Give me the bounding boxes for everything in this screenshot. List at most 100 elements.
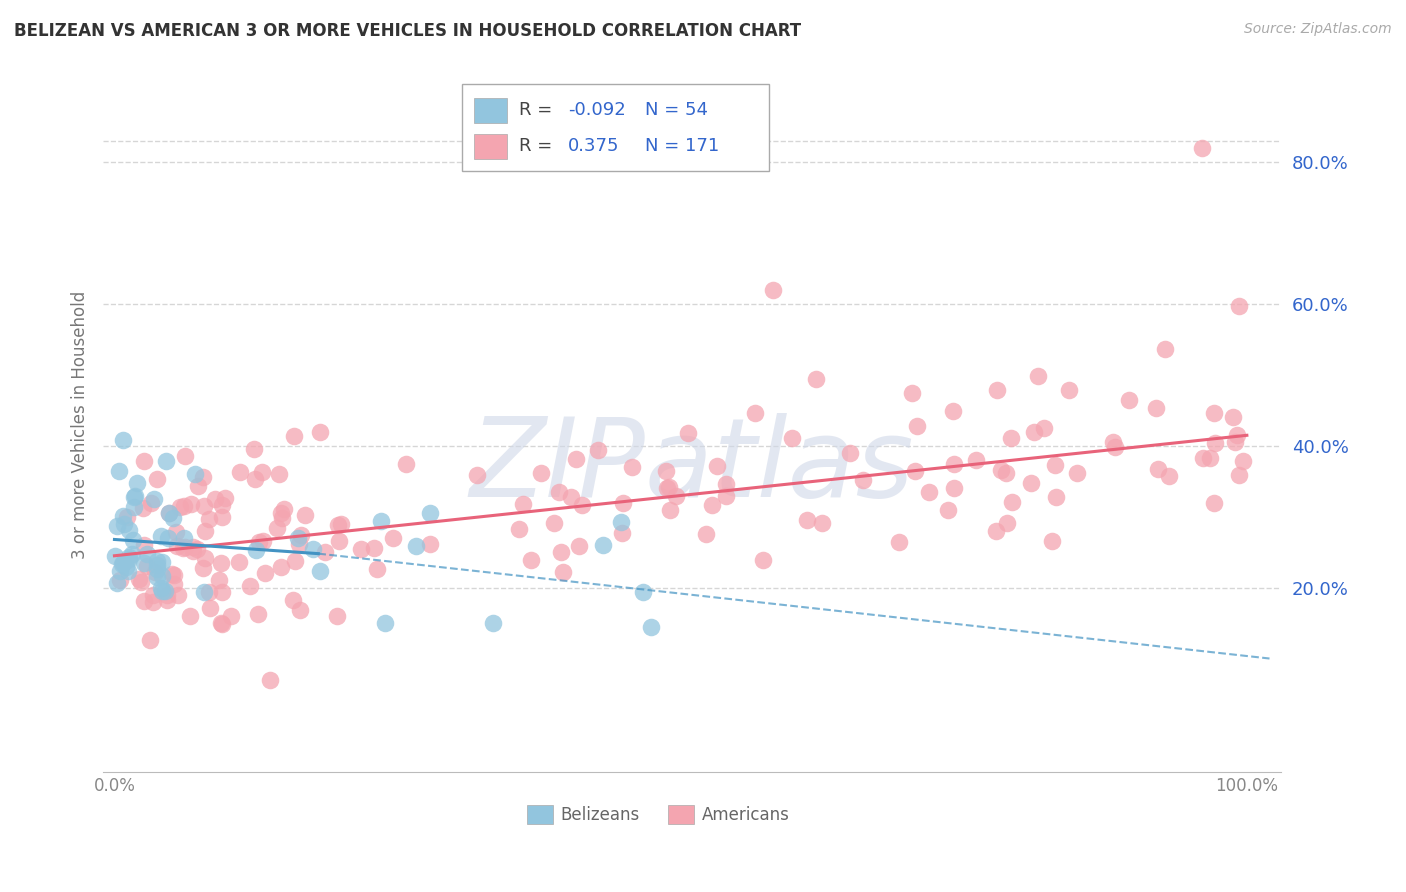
Point	[571, 498, 593, 512]
Point	[146, 558, 169, 572]
Point	[150, 529, 173, 543]
Point	[905, 418, 928, 433]
Point	[780, 431, 803, 445]
Point	[239, 579, 262, 593]
Point	[655, 481, 678, 495]
Point	[150, 584, 173, 599]
Point	[706, 458, 728, 473]
Text: R =: R =	[519, 137, 558, 155]
Point	[117, 564, 139, 578]
Point	[762, 283, 785, 297]
Point	[308, 565, 330, 579]
Point	[308, 425, 330, 440]
Point	[139, 496, 162, 510]
Point	[904, 464, 927, 478]
Point	[112, 517, 135, 532]
Point	[986, 524, 1008, 539]
Point	[211, 510, 233, 524]
Point	[1227, 468, 1250, 483]
Point	[588, 443, 610, 458]
Point	[118, 551, 141, 566]
Bar	[474, 98, 508, 122]
Point	[134, 538, 156, 552]
Point	[194, 551, 217, 566]
Point	[156, 593, 179, 607]
Point	[329, 516, 352, 531]
Point	[419, 537, 441, 551]
Point	[1223, 434, 1246, 449]
Point	[1147, 462, 1170, 476]
Text: Source: ZipAtlas.com: Source: ZipAtlas.com	[1244, 22, 1392, 37]
Point	[631, 585, 654, 599]
Point	[1066, 467, 1088, 481]
Point	[150, 555, 173, 569]
Point	[273, 501, 295, 516]
Point	[553, 565, 575, 579]
Point	[155, 454, 177, 468]
Point	[612, 496, 634, 510]
Point	[111, 509, 134, 524]
Point	[118, 550, 141, 565]
Point	[136, 547, 159, 561]
Text: -0.092: -0.092	[568, 101, 626, 119]
Point	[1202, 406, 1225, 420]
Point	[267, 467, 290, 482]
Point	[181, 540, 204, 554]
Point	[173, 450, 195, 464]
Point	[658, 480, 681, 494]
Point	[716, 490, 738, 504]
Point	[405, 540, 427, 554]
Point	[676, 426, 699, 441]
Point	[1222, 409, 1244, 424]
Point	[149, 582, 172, 596]
Point	[508, 522, 530, 536]
Bar	[474, 135, 508, 159]
Point	[191, 561, 214, 575]
Point	[131, 501, 153, 516]
Point	[326, 608, 349, 623]
Point	[995, 516, 1018, 531]
Point	[621, 459, 644, 474]
Point	[146, 562, 169, 576]
Point	[198, 585, 221, 599]
Point	[104, 549, 127, 563]
Point	[128, 572, 150, 586]
Point	[752, 553, 775, 567]
Point	[194, 524, 217, 538]
Point	[1001, 495, 1024, 509]
Point	[197, 512, 219, 526]
Point	[163, 568, 186, 582]
Point	[995, 467, 1018, 481]
Point	[395, 457, 418, 471]
Point	[193, 585, 215, 599]
Point	[328, 517, 350, 532]
Point	[270, 559, 292, 574]
Point	[186, 542, 208, 557]
Point	[287, 537, 309, 551]
Point	[1057, 384, 1080, 398]
Point	[943, 481, 966, 495]
Point	[181, 544, 204, 558]
Point	[180, 497, 202, 511]
Point	[211, 585, 233, 599]
Point	[918, 484, 941, 499]
Point	[143, 565, 166, 579]
Point	[1232, 454, 1254, 468]
Point	[942, 457, 965, 471]
Point	[1191, 141, 1213, 155]
Point	[165, 524, 187, 539]
Point	[146, 553, 169, 567]
Point	[211, 498, 233, 512]
Point	[115, 509, 138, 524]
Point	[162, 510, 184, 524]
Point	[174, 540, 197, 554]
Point	[214, 491, 236, 505]
Point	[270, 507, 292, 521]
Point	[118, 523, 141, 537]
Point	[166, 588, 188, 602]
Point	[370, 514, 392, 528]
Point	[592, 538, 614, 552]
Point	[1045, 490, 1067, 504]
Point	[108, 564, 131, 578]
Point	[124, 489, 146, 503]
